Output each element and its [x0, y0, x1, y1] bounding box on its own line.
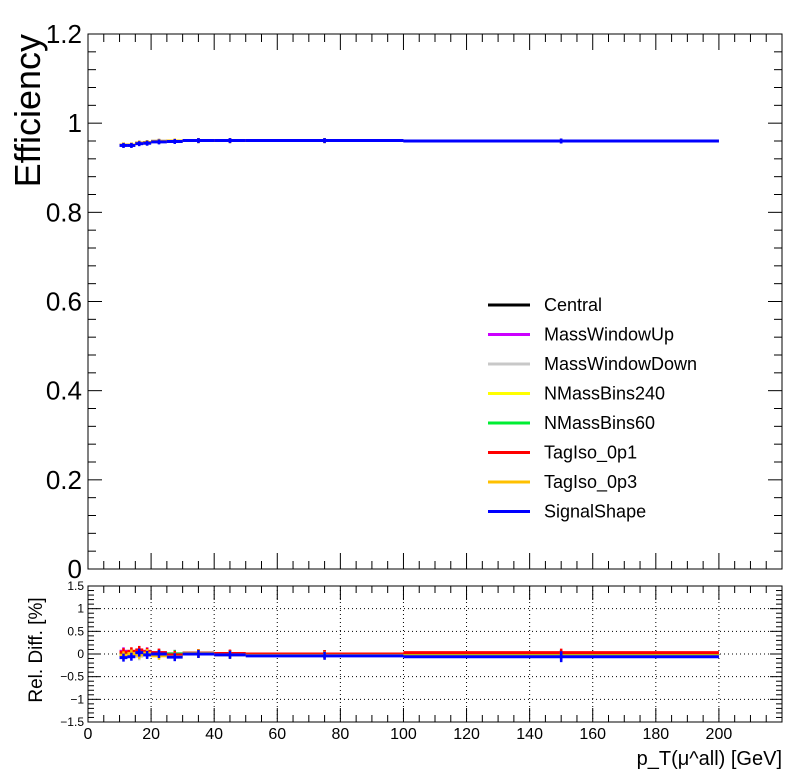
efficiency-panel: 0 0.2 0.4 0.6 0.8 1 1.2 Efficiency Central Mass… — [7, 19, 783, 584]
legend-entry: NMassBins240 — [488, 384, 665, 404]
efficiency-plot-frame — [87, 33, 783, 570]
legend-label: Central — [544, 295, 602, 315]
legend-entry: Central — [488, 295, 602, 315]
legend-entry: SignalShape — [488, 502, 646, 522]
ratio-x-tick-label: 100 — [390, 726, 417, 743]
ratio-x-tick-label: 0 — [84, 726, 93, 743]
ratio-y-tick-label: 0.5 — [67, 624, 84, 638]
legend-entry: MassWindowDown — [488, 354, 697, 374]
ratio-x-tick-label: 60 — [268, 726, 286, 743]
ratio-y-tick-label: 1 — [77, 602, 84, 616]
efficiency-series — [119, 138, 719, 148]
series-SignalShape — [119, 138, 719, 148]
efficiency-y-ticks: 0 0.2 0.4 0.6 0.8 1 1.2 — [46, 19, 782, 584]
ratio-x-tick-label: 160 — [579, 726, 606, 743]
legend-entry: NMassBins60 — [488, 413, 655, 433]
efficiency-y-tick-label: 0 — [68, 554, 82, 584]
ratio-series — [119, 645, 719, 663]
ratio-x-tick-label: 40 — [205, 726, 223, 743]
ratio-x-tick-label: 20 — [142, 726, 160, 743]
efficiency-y-tick-label: 0.6 — [46, 287, 82, 317]
legend-label: MassWindowUp — [544, 325, 674, 345]
ratio-y-tick-label: −1.5 — [60, 715, 84, 729]
legend-label: MassWindowDown — [544, 354, 697, 374]
legend-label: SignalShape — [544, 502, 646, 522]
ratio-x-ticks: 0 20 40 60 80 100 120 140 160 180 200 — [84, 586, 783, 743]
ratio-x-tick-label: 180 — [642, 726, 669, 743]
ratio-x-tick-label: 80 — [331, 726, 349, 743]
ratio-y-axis-label: Rel. Diff. [%] — [26, 597, 47, 702]
ratio-y-tick-label: −1 — [70, 692, 84, 706]
legend-label: NMassBins240 — [544, 384, 665, 404]
legend-label: TagIso_0p3 — [544, 472, 637, 493]
legend-entry: TagIso_0p1 — [488, 443, 637, 464]
efficiency-y-tick-label: 1.2 — [46, 19, 82, 49]
ratio-x-tick-label: 120 — [453, 726, 480, 743]
efficiency-x-ticks — [87, 34, 783, 569]
ratio-y-ticks: −1.5 −1 −0.5 0 0.5 1 1.5 — [60, 579, 782, 729]
efficiency-y-tick-label: 0.2 — [46, 465, 82, 495]
legend-label: TagIso_0p1 — [544, 443, 637, 464]
ratio-x-tick-label: 140 — [516, 726, 543, 743]
efficiency-y-tick-label: 1 — [68, 108, 82, 138]
ratio-x-axis-label: p_T(μ^all) [GeV] — [637, 748, 782, 770]
ratio-y-tick-label: −0.5 — [60, 670, 84, 684]
legend-label: NMassBins60 — [544, 413, 655, 433]
ratio-x-tick-label: 200 — [706, 726, 733, 743]
efficiency-y-axis-label: Efficiency — [7, 34, 48, 187]
ratio-panel: −1.5 −1 −0.5 0 0.5 1 1.5 0 20 40 60 80 100 120 140 160… — [26, 579, 783, 770]
ratio-y-tick-label: 1.5 — [67, 579, 84, 593]
efficiency-y-tick-label: 0.8 — [46, 197, 82, 227]
efficiency-y-tick-label: 0.4 — [46, 376, 82, 406]
legend-entry: MassWindowUp — [488, 325, 674, 345]
legend: Central MassWindowUp MassWindowDown NMassBi… — [488, 295, 697, 522]
ratio-y-tick-label: 0 — [77, 647, 84, 661]
legend-entry: TagIso_0p3 — [488, 472, 637, 493]
